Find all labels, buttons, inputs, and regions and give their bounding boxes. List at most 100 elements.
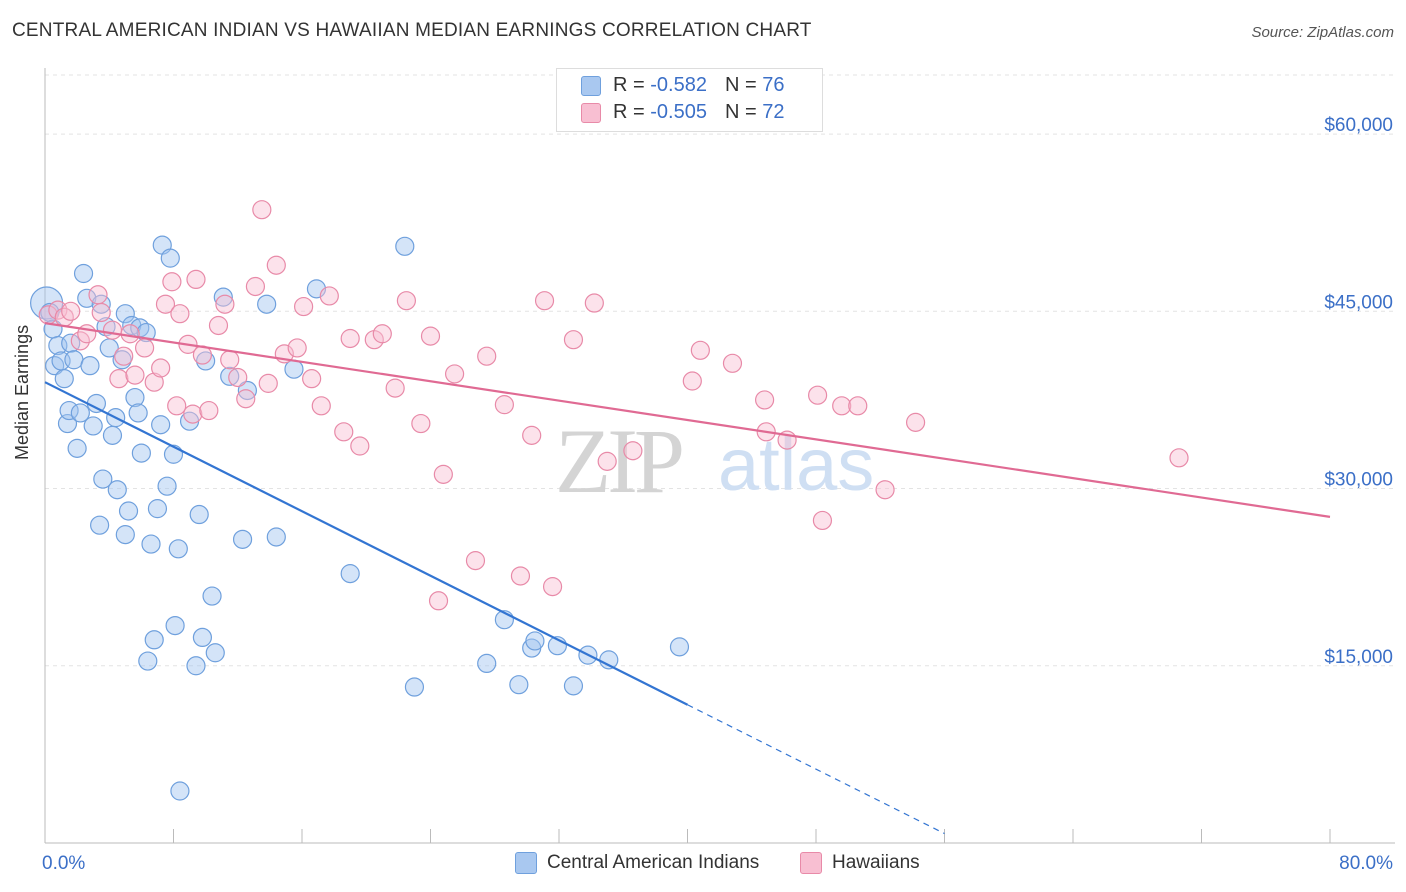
point-central-american-indians	[115, 525, 135, 545]
point-hawaiians	[102, 320, 123, 340]
point-hawaiians	[199, 400, 219, 421]
y-tick-label: $45,000	[1324, 292, 1393, 313]
point-hawaiians	[109, 369, 129, 389]
point-central-american-indians	[404, 677, 425, 697]
x-tick-label-start: 0.0%	[42, 853, 85, 874]
point-hawaiians	[144, 372, 164, 392]
source-label: Source: ZipAtlas.com	[1251, 24, 1394, 41]
point-central-american-indians	[141, 534, 161, 554]
point-hawaiians	[114, 346, 134, 366]
axes	[44, 68, 1395, 844]
point-central-american-indians	[77, 288, 97, 308]
point-central-american-indians	[395, 236, 415, 256]
point-central-american-indians	[168, 539, 188, 559]
point-central-american-indians	[147, 499, 168, 519]
point-hawaiians	[420, 326, 441, 346]
point-hawaiians	[812, 510, 833, 531]
trend-line-central-american-indians	[44, 381, 688, 706]
point-hawaiians	[510, 566, 531, 586]
point-hawaiians	[319, 286, 339, 306]
y-tick-label: $30,000	[1324, 470, 1393, 491]
point-hawaiians	[428, 591, 449, 611]
point-hawaiians	[832, 396, 852, 416]
point-hawaiians	[88, 285, 108, 305]
n-label: N =	[724, 101, 763, 123]
n-value: 76	[762, 74, 785, 96]
point-central-american-indians	[107, 480, 127, 500]
legend-item-central-american-indians: Central American Indians	[515, 852, 759, 874]
point-hawaiians	[542, 577, 563, 597]
point-hawaiians	[385, 378, 405, 398]
point-central-american-indians	[213, 287, 233, 307]
point-hawaiians	[444, 364, 465, 384]
point-hawaiians	[170, 304, 190, 324]
point-central-american-indians	[220, 366, 240, 386]
point-central-american-indians	[232, 529, 253, 549]
point-hawaiians	[477, 346, 497, 366]
point-central-american-indians	[257, 294, 277, 314]
legend-swatch-blue	[581, 75, 601, 96]
r-label: R =	[613, 74, 651, 96]
point-central-american-indians	[59, 400, 79, 421]
point-hawaiians	[220, 350, 240, 370]
point-hawaiians	[905, 412, 926, 432]
point-hawaiians	[494, 395, 514, 415]
point-hawaiians	[236, 389, 256, 409]
legend-swatch-pink	[581, 102, 601, 123]
point-hawaiians	[311, 396, 331, 416]
point-hawaiians	[411, 413, 431, 434]
legend-swatch-pink	[800, 852, 822, 874]
trend-line-extension-central-american-indians	[687, 704, 945, 835]
point-hawaiians	[183, 404, 203, 424]
watermark-zip: ZIP	[555, 410, 682, 512]
point-central-american-indians	[563, 676, 584, 696]
point-central-american-indians	[669, 637, 690, 657]
point-central-american-indians	[83, 416, 103, 436]
point-hawaiians	[245, 276, 266, 297]
point-hawaiians	[433, 464, 453, 484]
point-hawaiians	[682, 371, 702, 391]
point-central-american-indians	[186, 656, 206, 676]
trend-lines	[44, 322, 1331, 835]
point-hawaiians	[186, 269, 206, 290]
r-value: -0.582	[650, 74, 707, 96]
stats-legend: R = -0.582 N = 76 R = -0.505 N = 72	[556, 68, 823, 132]
point-hawaiians	[1169, 448, 1189, 468]
point-central-american-indians	[125, 387, 145, 408]
point-central-american-indians	[477, 653, 497, 674]
point-central-american-indians	[266, 527, 286, 547]
point-hawaiians	[134, 338, 155, 358]
point-central-american-indians	[73, 263, 94, 284]
point-hawaiians	[597, 451, 617, 471]
point-central-american-indians	[67, 438, 87, 458]
point-central-american-indians	[165, 615, 185, 636]
point-central-american-indians	[340, 564, 360, 584]
point-central-american-indians	[160, 248, 180, 268]
point-central-american-indians	[115, 304, 135, 324]
point-hawaiians	[875, 480, 895, 500]
data-points	[30, 200, 1189, 801]
point-hawaiians	[266, 255, 286, 275]
point-central-american-indians	[202, 586, 222, 606]
point-central-american-indians	[80, 356, 100, 376]
point-hawaiians	[522, 425, 542, 445]
legend-item-hawaiians: Hawaiians	[800, 852, 920, 874]
point-central-american-indians	[54, 369, 74, 389]
point-central-american-indians	[205, 643, 225, 663]
point-hawaiians	[372, 324, 392, 344]
point-hawaiians	[350, 436, 370, 456]
point-hawaiians	[623, 441, 643, 461]
y-tick-label: $15,000	[1324, 647, 1393, 668]
point-hawaiians	[690, 340, 710, 360]
chart-title: CENTRAL AMERICAN INDIAN VS HAWAIIAN MEDI…	[12, 20, 812, 41]
point-central-american-indians	[138, 651, 158, 671]
tick-labels: $15,000 $30,000 $45,000 $60,000 0.0% 80.0%	[42, 115, 1393, 874]
point-central-american-indians	[189, 504, 209, 525]
point-central-american-indians	[64, 350, 84, 370]
point-central-american-indians	[86, 393, 107, 414]
stats-row-central-american: R = -0.582 N = 76	[581, 74, 784, 100]
point-hawaiians	[151, 358, 171, 378]
n-label: N =	[724, 74, 763, 96]
point-hawaiians	[91, 302, 111, 323]
